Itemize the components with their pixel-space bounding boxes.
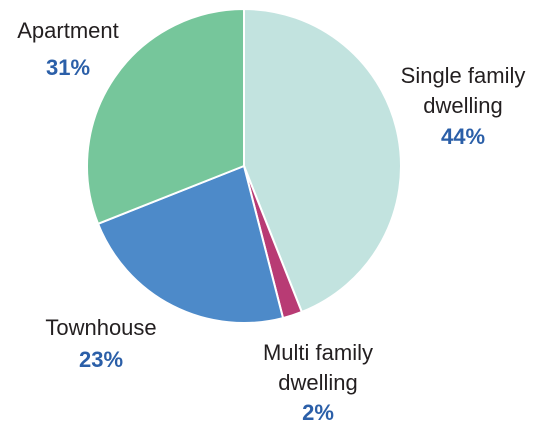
percent-label: 23% (79, 347, 123, 372)
pie-slice-townhouse (96, 164, 285, 324)
percent-label: 2% (302, 400, 334, 425)
category-label: Single family (401, 63, 526, 88)
percent-label: 44% (441, 124, 485, 149)
label-multi-family: Multi family dwelling 2% (263, 340, 373, 425)
category-label: Apartment (17, 18, 119, 43)
pie-slice-apartment (86, 7, 245, 226)
category-label: Townhouse (45, 315, 156, 340)
category-label: dwelling (278, 370, 358, 395)
pie-slice-single-family-dwelling (243, 7, 402, 314)
percent-label: 31% (46, 55, 90, 80)
label-single-family: Single family dwelling 44% (401, 63, 526, 149)
label-apartment: Apartment 31% (17, 18, 119, 80)
pie-slices (86, 7, 402, 324)
category-label: Multi family (263, 340, 373, 365)
category-label: dwelling (423, 93, 503, 118)
label-townhouse: Townhouse 23% (45, 315, 156, 372)
